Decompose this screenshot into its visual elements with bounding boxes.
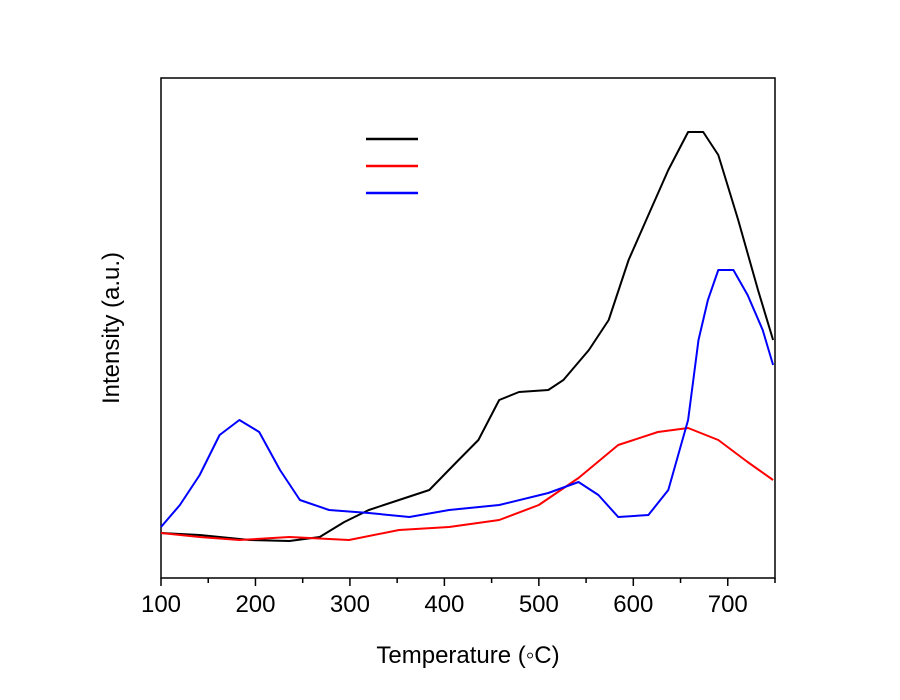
x-tick-label: 500 xyxy=(519,591,559,618)
plot-frame xyxy=(160,77,776,579)
series-lines xyxy=(160,131,775,542)
x-tick-label: 200 xyxy=(235,591,275,618)
x-tick-label: 100 xyxy=(141,591,181,618)
x-tick-label: 300 xyxy=(330,591,370,618)
series-line-1 xyxy=(160,131,775,542)
x-tick-label: 400 xyxy=(424,591,464,618)
x-tick-label: 600 xyxy=(613,591,653,618)
legend xyxy=(366,137,418,195)
series-line-2 xyxy=(160,427,774,541)
x-axis-label: Temperature (◦C) xyxy=(376,642,559,669)
y-axis-label: Intensity (a.u.) xyxy=(98,252,125,404)
x-tick-label: 700 xyxy=(708,591,748,618)
x-axis-ticks: 100 200 300 400 500 600 700 xyxy=(141,578,776,618)
series-line-3 xyxy=(160,269,775,528)
